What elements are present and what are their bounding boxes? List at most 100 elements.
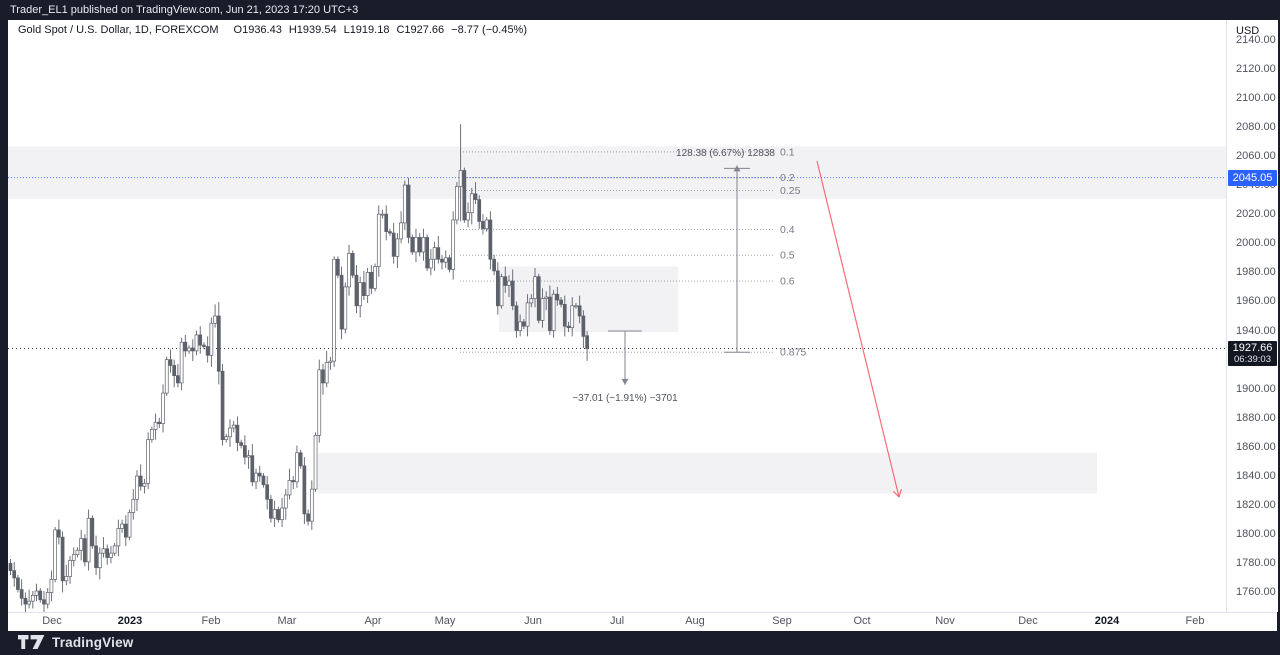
candle xyxy=(525,302,530,327)
candle xyxy=(336,258,340,276)
candle xyxy=(577,305,582,317)
candle xyxy=(295,452,299,483)
candle xyxy=(187,347,191,352)
price-tick-label: 1860.00 xyxy=(1236,440,1276,453)
price-tick-label: 2060.00 xyxy=(1236,149,1276,162)
candle xyxy=(414,237,418,253)
candle xyxy=(321,369,325,384)
fib-level-label: 0.1 xyxy=(780,146,795,158)
tradingview-logo-icon[interactable] xyxy=(18,635,45,650)
ohlc-key: L xyxy=(343,24,350,36)
candle xyxy=(328,360,333,363)
candle xyxy=(544,296,549,299)
chart-canvas[interactable]: 0.1 0.20.25 0.4 0.5 0.6 0.875 128.38 (6.67%) 1… xyxy=(8,20,1226,612)
candle xyxy=(540,298,545,321)
candle xyxy=(190,347,195,352)
candle xyxy=(183,341,188,352)
supply-demand-zone xyxy=(318,452,1097,494)
candle xyxy=(503,276,508,286)
candle xyxy=(477,199,482,222)
candle xyxy=(30,595,35,602)
candle xyxy=(425,237,429,269)
candle xyxy=(205,346,210,356)
candle xyxy=(109,552,113,558)
candle xyxy=(585,335,589,349)
price-tick-label: 2020.00 xyxy=(1236,208,1276,221)
tradingview-wordmark[interactable]: TradingView xyxy=(52,635,134,650)
time-tick-month: Apr xyxy=(364,615,382,627)
price-tick-label: 1820.00 xyxy=(1236,499,1276,512)
candle xyxy=(555,293,560,301)
candle xyxy=(384,213,389,232)
candle xyxy=(417,237,422,253)
price-tick-label: 1760.00 xyxy=(1236,586,1276,599)
bar-countdown: 06:39:03 xyxy=(1234,353,1271,365)
candle xyxy=(302,465,307,515)
price-tick-label: 2100.00 xyxy=(1236,91,1276,104)
time-tick-month: Mar xyxy=(277,615,297,627)
measure-arrowhead xyxy=(621,378,629,385)
price-tick-label: 1980.00 xyxy=(1236,266,1276,279)
candle xyxy=(94,545,98,569)
candle xyxy=(209,322,214,356)
ohlc-key: O xyxy=(233,24,243,36)
time-tick-year: 2024 xyxy=(1094,615,1120,627)
candle xyxy=(399,222,403,240)
candle xyxy=(309,488,314,522)
candle xyxy=(150,429,154,441)
candle xyxy=(551,293,556,331)
candle xyxy=(60,536,65,582)
candle xyxy=(350,253,355,276)
candle xyxy=(298,452,303,467)
candle xyxy=(220,370,225,441)
candle xyxy=(269,498,273,519)
price-axis[interactable]: USD 2045.05 1927.66 06:39:03 2140.00 2120… xyxy=(1226,20,1278,612)
symbol-legend[interactable]: Gold Spot / U.S. Dollar, 1D, FOREXCOM O19… xyxy=(18,24,527,36)
candle xyxy=(458,170,463,187)
candle xyxy=(510,280,515,307)
candle xyxy=(131,498,136,513)
publish-bar: Trader_EL1 published on TradingView.com,… xyxy=(0,0,1280,20)
fib-level-label: 0.4 xyxy=(780,224,795,236)
candle xyxy=(507,280,511,286)
candle xyxy=(514,305,519,331)
alert-price-label[interactable]: 2045.05 xyxy=(1228,169,1277,186)
ohlc-value: 1936.43 xyxy=(242,24,282,36)
candle xyxy=(272,509,277,519)
chart-panel[interactable]: Gold Spot / U.S. Dollar, 1D, FOREXCOM O19… xyxy=(8,20,1278,631)
candle xyxy=(339,274,344,330)
candle xyxy=(495,270,500,307)
candle xyxy=(224,436,229,441)
last-price-value: 1927.66 xyxy=(1232,341,1273,354)
candle xyxy=(213,315,217,324)
time-tick-month: Nov xyxy=(935,615,955,627)
fib-level-label: 0.5 xyxy=(780,250,795,262)
price-tick-label: 1800.00 xyxy=(1236,528,1276,541)
candle xyxy=(239,442,243,446)
candle xyxy=(402,184,407,224)
time-tick-month: Oct xyxy=(853,615,871,627)
symbol-title[interactable]: Gold Spot / U.S. Dollar, 1D, FOREXCOM xyxy=(18,24,219,36)
fib-level-label: 0.6 xyxy=(780,276,795,288)
candle xyxy=(380,213,385,216)
candle xyxy=(443,257,448,263)
candle xyxy=(12,570,17,579)
candle xyxy=(97,552,102,569)
candle xyxy=(287,480,292,496)
ohlc-value: 1919.18 xyxy=(349,24,390,36)
candle xyxy=(45,592,50,605)
candle xyxy=(332,258,336,362)
candle xyxy=(164,359,169,394)
candle xyxy=(53,529,57,580)
candle xyxy=(146,439,150,484)
time-axis[interactable]: Dec 2023 Feb Mar Apr May Jun Jul Aug Sep Oct Nov Dec… xyxy=(8,612,1277,631)
candle xyxy=(492,258,496,272)
candle xyxy=(19,589,24,599)
candle xyxy=(105,548,110,558)
candle xyxy=(536,276,541,321)
ohlc-key: C xyxy=(396,24,405,36)
candle xyxy=(283,494,288,509)
candle xyxy=(75,549,80,555)
candle xyxy=(469,193,474,214)
